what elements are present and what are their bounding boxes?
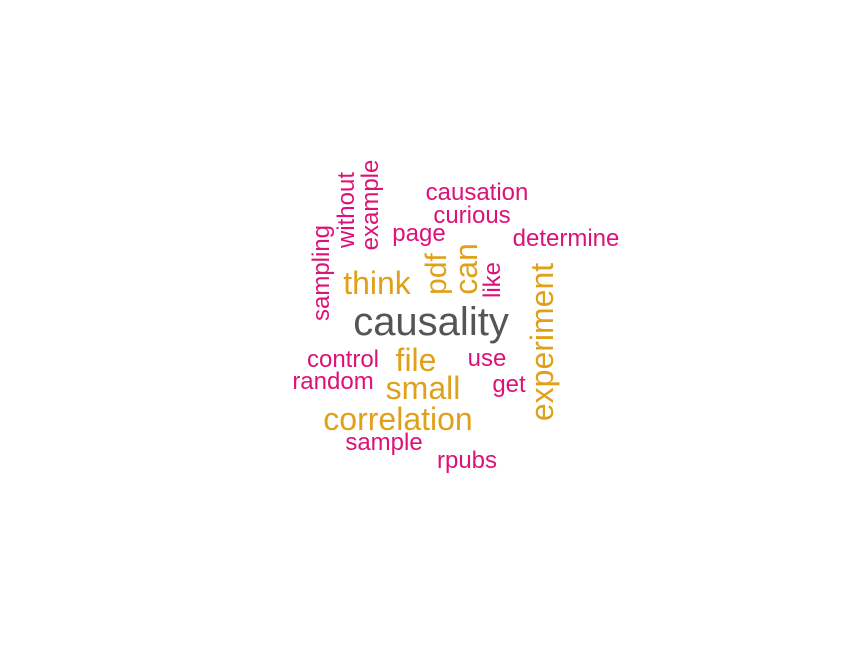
word-random: random <box>292 368 374 395</box>
word-curious: curious <box>433 202 511 229</box>
word-without: without <box>333 171 360 249</box>
word-rpubs: rpubs <box>436 447 498 474</box>
word-example: example <box>357 159 384 251</box>
word-think: think <box>343 265 411 301</box>
word-small: small <box>385 370 461 406</box>
word-page: page <box>392 220 446 247</box>
word-experiment: experiment <box>524 262 560 422</box>
word-determine: determine <box>512 225 620 252</box>
word-get: get <box>492 371 526 398</box>
word-sampling: sampling <box>308 224 335 322</box>
word-causation: causation <box>425 179 529 206</box>
word-causality: causality <box>353 300 509 344</box>
word-file: file <box>395 342 437 378</box>
word-control: control <box>306 346 380 373</box>
word-use: use <box>467 345 507 372</box>
word-correlation: correlation <box>323 401 473 437</box>
word-can: can <box>448 243 484 295</box>
word-pdf: pdf <box>420 253 453 295</box>
word-like: like <box>479 261 506 299</box>
word-sample: sample <box>345 429 423 456</box>
